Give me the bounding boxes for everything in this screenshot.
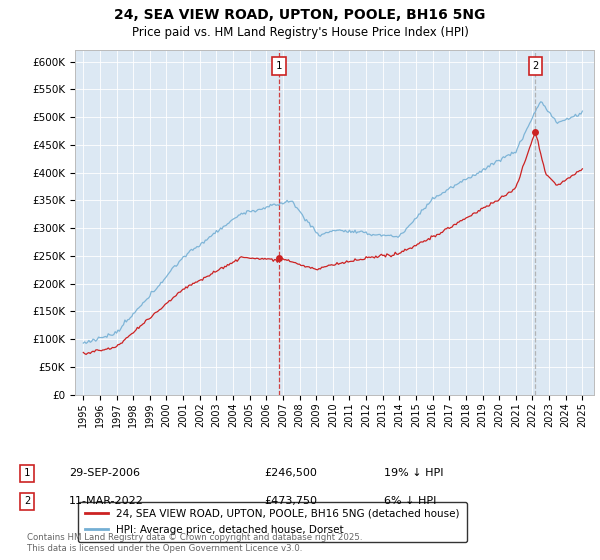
Text: Price paid vs. HM Land Registry's House Price Index (HPI): Price paid vs. HM Land Registry's House … (131, 26, 469, 39)
Text: 19% ↓ HPI: 19% ↓ HPI (384, 468, 443, 478)
Text: 1: 1 (275, 61, 282, 71)
Text: 6% ↓ HPI: 6% ↓ HPI (384, 496, 436, 506)
Text: 24, SEA VIEW ROAD, UPTON, POOLE, BH16 5NG: 24, SEA VIEW ROAD, UPTON, POOLE, BH16 5N… (115, 8, 485, 22)
Text: 1: 1 (24, 468, 30, 478)
Text: Contains HM Land Registry data © Crown copyright and database right 2025.
This d: Contains HM Land Registry data © Crown c… (27, 533, 362, 553)
Legend: 24, SEA VIEW ROAD, UPTON, POOLE, BH16 5NG (detached house), HPI: Average price, : 24, SEA VIEW ROAD, UPTON, POOLE, BH16 5N… (77, 502, 467, 542)
Text: 2: 2 (24, 496, 30, 506)
Text: £473,750: £473,750 (264, 496, 317, 506)
Text: 2: 2 (532, 61, 538, 71)
Text: 29-SEP-2006: 29-SEP-2006 (69, 468, 140, 478)
Text: £246,500: £246,500 (264, 468, 317, 478)
Text: 11-MAR-2022: 11-MAR-2022 (69, 496, 144, 506)
